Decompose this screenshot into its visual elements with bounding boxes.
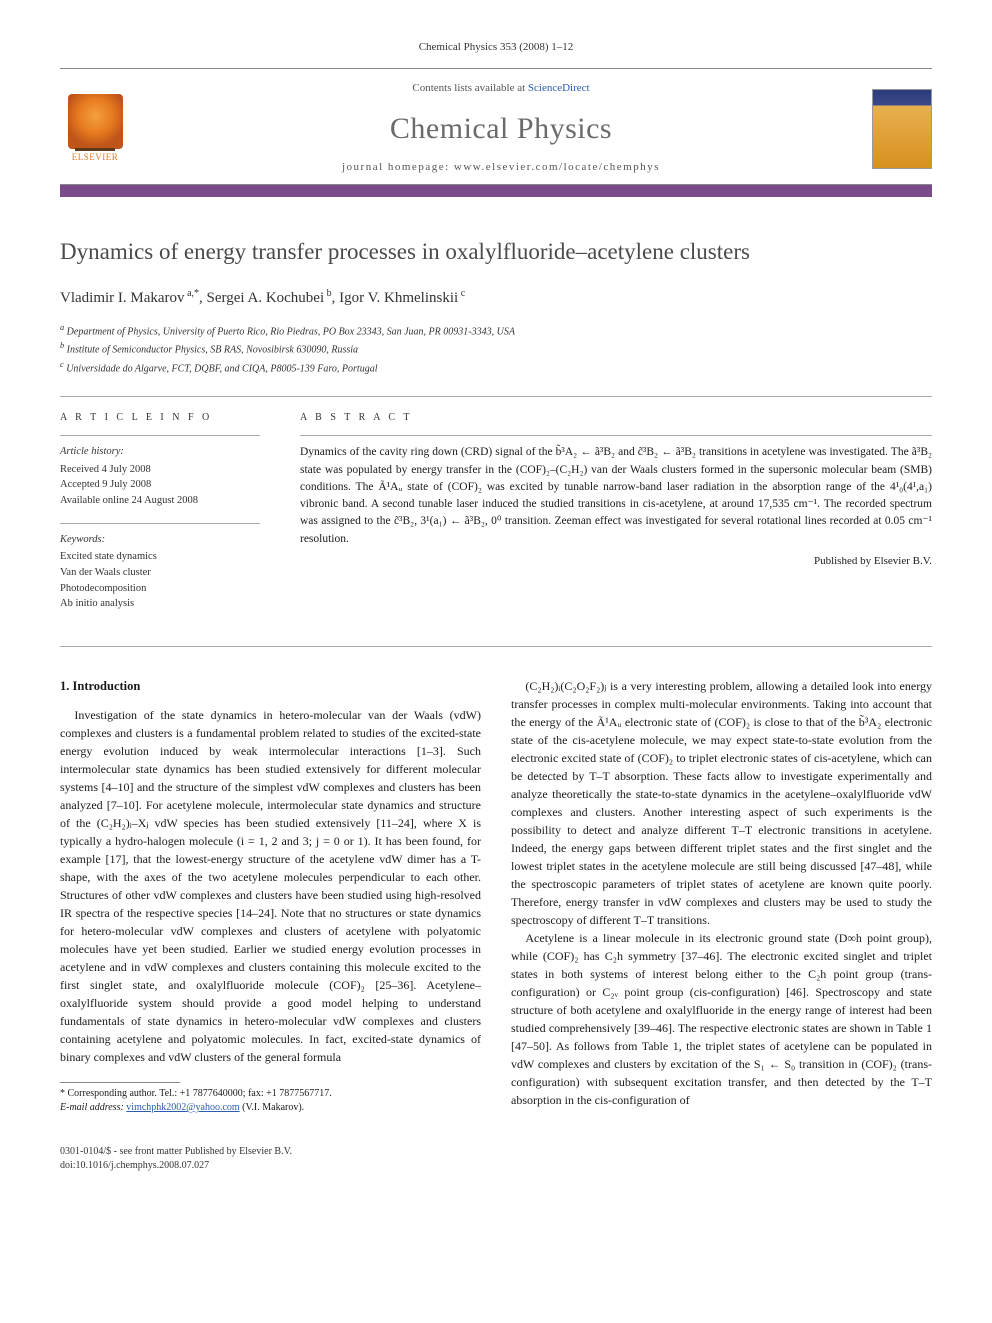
email-suffix: (V.I. Makarov). bbox=[240, 1102, 305, 1113]
author-2-affil: b bbox=[324, 288, 332, 299]
contents-available-line: Contents lists available at ScienceDirec… bbox=[130, 81, 872, 97]
doi-line: doi:10.1016/j.chemphys.2008.07.027 bbox=[60, 1159, 932, 1173]
published-by: Published by Elsevier B.V. bbox=[300, 554, 932, 570]
history-online: Available online 24 August 2008 bbox=[60, 493, 260, 509]
keyword-4: Ab initio analysis bbox=[60, 596, 260, 612]
body-paragraph-3: Acetylene is a linear molecule in its el… bbox=[511, 929, 932, 1109]
affiliation-c: c Universidade do Algarve, FCT, DQBF, an… bbox=[60, 359, 932, 376]
history-label: Article history: bbox=[60, 444, 260, 459]
author-2[interactable]: Sergei A. Kochubei bbox=[207, 290, 325, 306]
corr-contact: Tel.: +1 7877640000; fax: +1 7877567717. bbox=[159, 1088, 332, 1099]
journal-title: Chemical Physics bbox=[130, 107, 872, 151]
divider bbox=[60, 435, 260, 436]
section-1-heading: 1. Introduction bbox=[60, 677, 481, 696]
article-title: Dynamics of energy transfer processes in… bbox=[60, 237, 932, 267]
abstract-heading: A B S T R A C T bbox=[300, 411, 932, 426]
keyword-2: Van der Waals cluster bbox=[60, 565, 260, 581]
divider bbox=[60, 646, 932, 647]
author-1[interactable]: Vladimir I. Makarov bbox=[60, 290, 185, 306]
elsevier-tree-icon bbox=[68, 94, 123, 149]
keywords-label: Keywords: bbox=[60, 532, 260, 547]
journal-homepage-line: journal homepage: www.elsevier.com/locat… bbox=[130, 160, 872, 176]
sciencedirect-link[interactable]: ScienceDirect bbox=[528, 82, 590, 94]
article-info-heading: A R T I C L E I N F O bbox=[60, 411, 260, 426]
accent-bar bbox=[60, 185, 932, 197]
affiliations: a Department of Physics, University of P… bbox=[60, 322, 932, 376]
article-body: 1. Introduction Investigation of the sta… bbox=[60, 677, 932, 1115]
keyword-1: Excited state dynamics bbox=[60, 549, 260, 565]
footnote-separator bbox=[60, 1082, 180, 1083]
corr-label: * Corresponding author. bbox=[60, 1088, 159, 1099]
journal-reference: Chemical Physics 353 (2008) 1–12 bbox=[60, 40, 932, 56]
divider bbox=[60, 523, 260, 524]
journal-header: ELSEVIER Contents lists available at Sci… bbox=[60, 68, 932, 185]
publisher-name: ELSEVIER bbox=[72, 151, 119, 164]
abstract-text: Dynamics of the cavity ring down (CRD) s… bbox=[300, 444, 932, 548]
divider bbox=[60, 396, 932, 397]
homepage-prefix: journal homepage: bbox=[342, 161, 454, 173]
contents-prefix: Contents lists available at bbox=[412, 82, 527, 94]
author-list: Vladimir I. Makarov a,*, Sergei A. Kochu… bbox=[60, 287, 932, 310]
copyright-footer: 0301-0104/$ - see front matter Published… bbox=[60, 1145, 932, 1173]
article-info-column: A R T I C L E I N F O Article history: R… bbox=[60, 411, 260, 626]
email-link[interactable]: vimchphk2002@yahoo.com bbox=[126, 1102, 239, 1113]
corresponding-author-footnote: * Corresponding author. Tel.: +1 7877640… bbox=[60, 1087, 481, 1115]
copyright-line: 0301-0104/$ - see front matter Published… bbox=[60, 1145, 932, 1159]
affiliation-b: b Institute of Semiconductor Physics, SB… bbox=[60, 340, 932, 357]
body-paragraph-2: (C₂H₂)ᵢ(C₂O₂F₂)ⱼ is a very interesting p… bbox=[511, 677, 932, 929]
keyword-3: Photodecomposition bbox=[60, 581, 260, 597]
body-paragraph-1: Investigation of the state dynamics in h… bbox=[60, 706, 481, 1066]
corresponding-marker: * bbox=[194, 288, 199, 299]
history-accepted: Accepted 9 July 2008 bbox=[60, 477, 260, 493]
email-label: E-mail address: bbox=[60, 1102, 126, 1113]
homepage-url[interactable]: www.elsevier.com/locate/chemphys bbox=[454, 161, 660, 173]
publisher-logo[interactable]: ELSEVIER bbox=[60, 89, 130, 169]
history-received: Received 4 July 2008 bbox=[60, 462, 260, 478]
author-3-affil: c bbox=[458, 288, 465, 299]
affiliation-a: a Department of Physics, University of P… bbox=[60, 322, 932, 339]
abstract-column: A B S T R A C T Dynamics of the cavity r… bbox=[300, 411, 932, 626]
author-1-affil: a, bbox=[185, 288, 194, 299]
journal-cover-thumbnail[interactable] bbox=[872, 89, 932, 169]
author-3[interactable]: Igor V. Khmelinskii bbox=[339, 290, 458, 306]
divider bbox=[300, 435, 932, 436]
